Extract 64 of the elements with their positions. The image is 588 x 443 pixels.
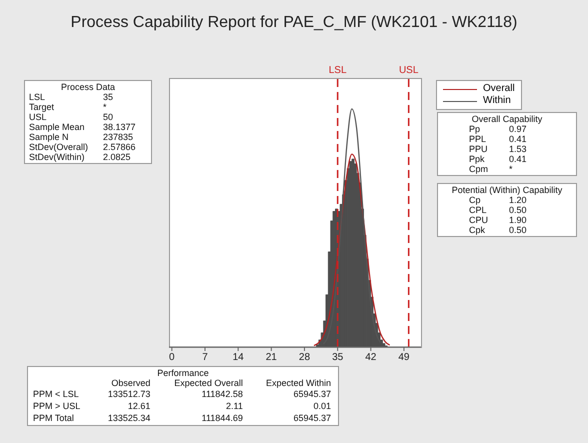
category-label: PPM < LSL <box>32 388 80 400</box>
data-label: 12.61 <box>126 400 152 412</box>
x-tick-label: 35 <box>332 352 344 364</box>
data-label: 133512.73 <box>106 388 152 400</box>
x-tick-label: 7 <box>202 352 208 364</box>
text: Overall Capability <box>470 114 544 124</box>
category-label: PPL <box>469 134 488 144</box>
data-label: 65945.37 <box>292 388 332 400</box>
data-label: 111844.69 <box>200 412 244 424</box>
category-label: CPU <box>469 215 490 225</box>
data-label: 0.50 <box>508 225 528 235</box>
category-label: Ppk <box>469 154 486 164</box>
x-tick-label: 0 <box>169 352 176 364</box>
series-label: Observed <box>110 378 152 388</box>
data-label: * <box>508 164 514 174</box>
chart-title: Process Capability Report for PAE_C_MF (WK2101 - WK2118) <box>70 14 518 32</box>
category-label: Sample Mean <box>29 122 86 132</box>
data-label: 0.01 <box>312 400 332 412</box>
ref-line-label: USL <box>398 65 419 76</box>
category-label: PPM > USL <box>32 400 82 412</box>
x-tick-label: 42 <box>365 352 377 364</box>
data-label: 38.1377 <box>102 122 137 132</box>
data-label: 1.53 <box>508 144 528 154</box>
legend-label: Within <box>483 95 511 107</box>
data-label: * <box>102 102 108 112</box>
legend-label: Overall <box>483 83 515 95</box>
data-label: 2.11 <box>224 400 244 412</box>
text: Expected Overall <box>173 378 244 388</box>
x-tick-label: 21 <box>266 352 278 364</box>
data-label: 111842.58 <box>200 388 244 400</box>
data-label: 2.57866 <box>102 142 137 152</box>
category-label: Pp <box>469 124 482 134</box>
ref-line-label: LSL <box>328 65 347 76</box>
data-label: 1.20 <box>508 195 528 205</box>
x-tick-label: 28 <box>298 352 310 364</box>
category-label: USL <box>29 112 48 122</box>
category-label: StDev(Within) <box>29 152 86 162</box>
text: Performance <box>156 368 210 378</box>
data-label: 2.0825 <box>102 152 132 162</box>
data-label: 65945.37 <box>292 412 332 424</box>
data-label: 0.97 <box>508 124 528 134</box>
data-label: 237835 <box>102 132 134 142</box>
text: Expected Within <box>264 378 332 388</box>
text: Potential (Within) Capability <box>450 185 564 195</box>
category-label: CPL <box>469 205 488 215</box>
data-label: 35 <box>102 92 114 102</box>
data-label: 1.90 <box>508 215 528 225</box>
category-label: Cpk <box>469 225 486 235</box>
text: Process Data <box>60 82 116 92</box>
data-label: 0.41 <box>508 154 528 164</box>
category-label: StDev(Overall) <box>29 142 90 152</box>
x-tick-label: 14 <box>232 352 244 364</box>
data-label: 0.41 <box>508 134 528 144</box>
category-label: Cp <box>469 195 482 205</box>
category-label: PPM Total <box>32 412 75 424</box>
category-label: PPU <box>469 144 489 154</box>
data-label: 50 <box>102 112 114 122</box>
category-label: Sample N <box>29 132 70 142</box>
data-label: 133525.34 <box>106 412 152 424</box>
category-label: Target <box>29 102 56 112</box>
data-label: 0.50 <box>508 205 528 215</box>
category-label: LSL <box>29 92 46 102</box>
category-label: Cpm <box>469 164 490 174</box>
x-tick-label: 49 <box>398 352 410 364</box>
